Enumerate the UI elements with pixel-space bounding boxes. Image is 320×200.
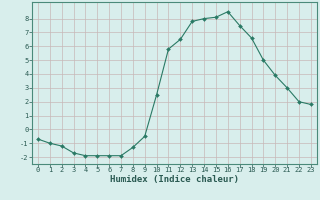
X-axis label: Humidex (Indice chaleur): Humidex (Indice chaleur) — [110, 175, 239, 184]
